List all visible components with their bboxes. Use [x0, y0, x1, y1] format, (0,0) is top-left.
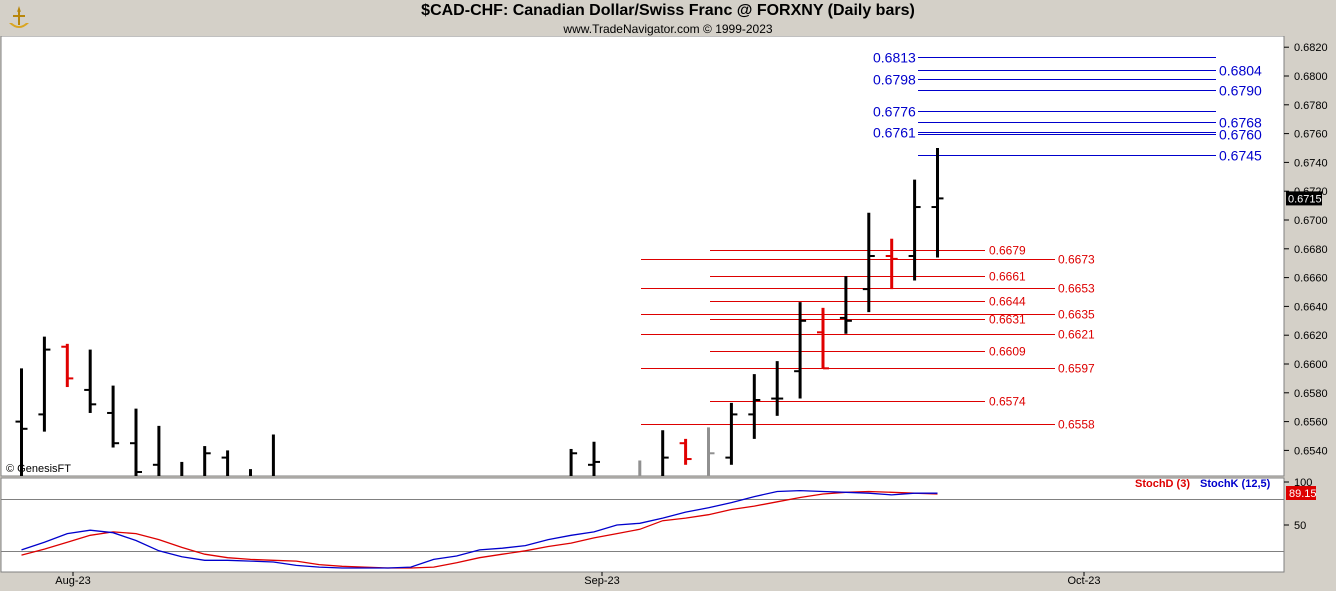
stochastic-lines	[21, 489, 938, 569]
ohlc-bar	[931, 148, 944, 258]
ohlc-bar	[569, 448, 578, 476]
chart-header: $CAD-CHF: Canadian Dollar/Swiss Franc @ …	[0, 0, 1336, 36]
ohlc-bar	[38, 336, 51, 432]
price-tick-label: 0.6780	[1294, 100, 1328, 112]
ohlc-bar	[152, 425, 161, 476]
watermark: © GenesisFT	[6, 463, 71, 475]
last-price-value: 0.6715	[1288, 193, 1322, 205]
blue-level-label: 0.6776	[873, 104, 916, 120]
price-tick-label: 0.6680	[1294, 244, 1328, 256]
last-stoch-value: 89.15	[1289, 488, 1317, 500]
blue-level-label: 0.6768	[1219, 115, 1262, 131]
level-lines: 0.68130.68040.67980.67900.67760.67680.67…	[641, 50, 1262, 432]
last-price-tag: 0.6715	[1286, 191, 1322, 206]
red-level-label: 0.6597	[1058, 362, 1095, 376]
price-tick-label: 0.6740	[1294, 157, 1328, 169]
ohlc-bar	[84, 349, 97, 413]
red-level-label: 0.6621	[1058, 328, 1095, 342]
legend-stoch-k: StochK (12,5)	[1200, 478, 1271, 490]
blue-level-label: 0.6813	[873, 50, 916, 66]
date-tick-label: Aug-23	[55, 575, 90, 587]
ohlc-bar	[271, 434, 275, 476]
last-stoch-tag: 89.15	[1286, 486, 1317, 500]
price-tick-label: 0.6620	[1294, 330, 1328, 342]
blue-level-label: 0.6745	[1219, 148, 1262, 164]
red-level-label: 0.6609	[989, 345, 1026, 359]
price-tick-label: 0.6560	[1294, 417, 1328, 429]
ohlc-bar	[61, 343, 74, 388]
ohlc-bar	[107, 385, 120, 448]
price-tick-label: 0.6700	[1294, 215, 1328, 227]
ohlc-bar	[588, 441, 600, 476]
stoch-series-line	[21, 490, 938, 569]
ohlc-bar	[221, 450, 230, 476]
ohlc-bar	[839, 276, 852, 334]
stoch-series-line	[21, 489, 938, 569]
price-panel	[0, 35, 1285, 477]
red-level-label: 0.6653	[1058, 282, 1095, 296]
ohlc-bar	[817, 307, 829, 370]
blue-level-label: 0.6790	[1219, 83, 1262, 99]
blue-level-label: 0.6760	[1219, 127, 1262, 143]
date-axis: Aug-23 Sep-23 Oct-23	[55, 572, 1101, 587]
price-tick-label: 0.6640	[1294, 301, 1328, 313]
red-level-label: 0.6644	[989, 295, 1026, 309]
stochastic-panel	[0, 477, 1285, 573]
ohlc-bar	[638, 460, 642, 476]
price-tick-label: 0.6660	[1294, 273, 1328, 285]
ohlc-bar	[15, 368, 28, 476]
red-level-label: 0.6673	[1058, 253, 1095, 267]
stoch-tick-label: 50	[1294, 520, 1306, 532]
red-level-label: 0.6679	[989, 244, 1026, 258]
red-level-label: 0.6661	[989, 270, 1026, 284]
ohlc-bar	[771, 361, 784, 416]
ohlc-bar	[725, 402, 738, 465]
logo-icon	[9, 6, 29, 28]
ohlc-bar	[661, 430, 669, 476]
price-tick-label: 0.6800	[1294, 71, 1328, 83]
date-tick-label: Oct-23	[1067, 575, 1100, 587]
legend-stoch-d: StochD (3)	[1135, 478, 1190, 490]
price-tick-label: 0.6760	[1294, 129, 1328, 141]
price-tick-label: 0.6540	[1294, 445, 1328, 457]
red-level-label: 0.6631	[989, 313, 1026, 327]
price-tick-label: 0.6600	[1294, 359, 1328, 371]
ohlc-bar	[794, 302, 807, 399]
ohlc-bar	[908, 179, 921, 281]
ohlc-bar	[748, 374, 761, 439]
chart-subtitle: www.TradeNavigator.com © 1999-2023	[563, 22, 773, 36]
ohlc-bar	[679, 438, 692, 465]
ohlc-bar	[130, 408, 142, 476]
blue-level-label: 0.6798	[873, 72, 916, 88]
date-tick-label: Sep-23	[584, 575, 619, 587]
price-bars	[15, 148, 944, 476]
ohlc-bar	[203, 446, 211, 476]
blue-level-label: 0.6761	[873, 125, 916, 141]
chart-title: $CAD-CHF: Canadian Dollar/Swiss Franc @ …	[421, 2, 915, 19]
blue-level-label: 0.6804	[1219, 63, 1262, 79]
red-level-label: 0.6574	[989, 395, 1026, 409]
red-level-label: 0.6558	[1058, 418, 1095, 432]
price-tick-label: 0.6820	[1294, 42, 1328, 54]
red-level-label: 0.6635	[1058, 308, 1095, 322]
ohlc-bar	[862, 212, 875, 313]
ohlc-bar	[707, 427, 715, 476]
ohlc-bar	[885, 238, 898, 290]
ohlc-bar	[180, 461, 184, 476]
price-tick-label: 0.6580	[1294, 388, 1328, 400]
